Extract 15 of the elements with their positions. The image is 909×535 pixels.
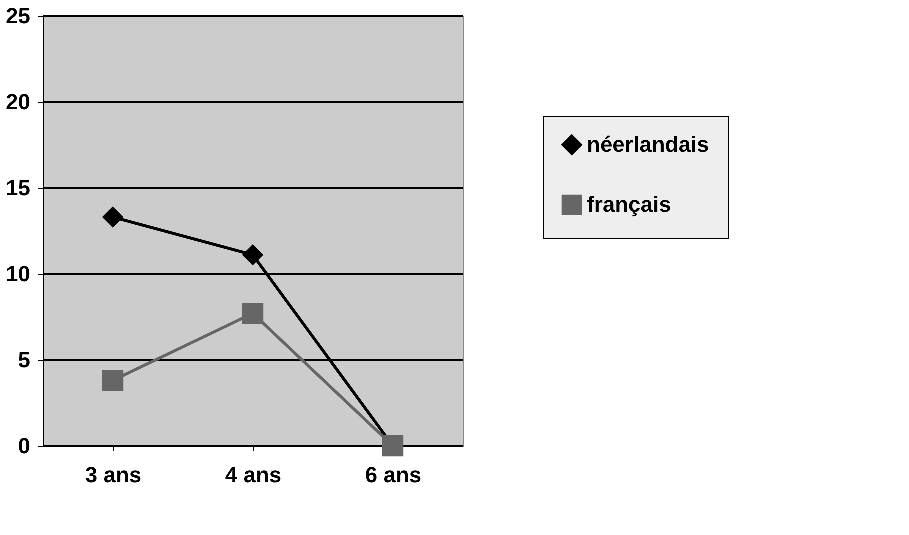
y-tick-label: 25 xyxy=(6,4,30,28)
legend-label: néerlandais xyxy=(587,132,710,157)
x-tick-label: 3 ans xyxy=(85,462,142,488)
x-tick-label: 4 ans xyxy=(225,462,282,488)
point xyxy=(242,244,264,266)
y-tick-label: 5 xyxy=(18,348,30,372)
point xyxy=(102,206,124,228)
point xyxy=(242,302,264,324)
y-tick-label: 20 xyxy=(6,90,30,114)
point xyxy=(102,370,124,392)
y-tick-label: 10 xyxy=(6,262,30,286)
x-tick-label: 6 ans xyxy=(365,462,422,488)
legend-label: français xyxy=(587,192,672,217)
y-tick-label: 0 xyxy=(18,434,30,458)
y-tick-label: 15 xyxy=(6,176,30,200)
